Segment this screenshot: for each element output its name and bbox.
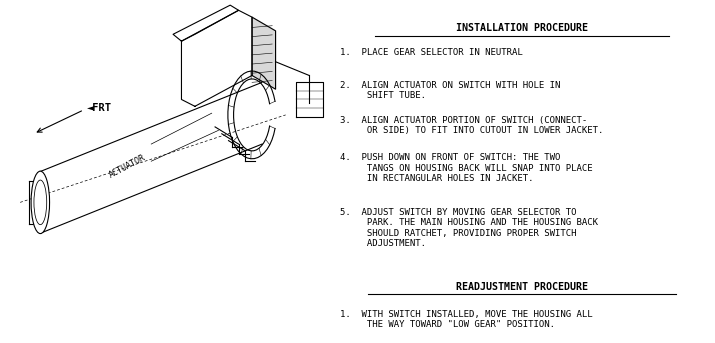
Text: 4.  PUSH DOWN ON FRONT OF SWITCH: THE TWO
     TANGS ON HOUSING BACK WILL SNAP I: 4. PUSH DOWN ON FRONT OF SWITCH: THE TWO…: [340, 153, 593, 183]
Ellipse shape: [34, 180, 46, 225]
Text: ◄FRT: ◄FRT: [87, 103, 112, 113]
Text: READJUSTMENT PROCEDURE: READJUSTMENT PROCEDURE: [456, 282, 588, 292]
Text: 2.  ALIGN ACTUATOR ON SWITCH WITH HOLE IN
     SHIFT TUBE.: 2. ALIGN ACTUATOR ON SWITCH WITH HOLE IN…: [340, 81, 561, 100]
Text: ACTUATOR: ACTUATOR: [108, 153, 147, 180]
Ellipse shape: [31, 171, 49, 234]
Text: 5.  ADJUST SWITCH BY MOVING GEAR SELECTOR TO
     PARK. THE MAIN HOUSING AND THE: 5. ADJUST SWITCH BY MOVING GEAR SELECTOR…: [340, 208, 598, 248]
Text: 3.  ALIGN ACTUATOR PORTION OF SWITCH (CONNECT-
     OR SIDE) TO FIT INTO CUTOUT : 3. ALIGN ACTUATOR PORTION OF SWITCH (CON…: [340, 116, 604, 135]
Polygon shape: [182, 10, 252, 106]
Text: 1.  WITH SWITCH INSTALLED, MOVE THE HOUSING ALL
     THE WAY TOWARD "LOW GEAR" P: 1. WITH SWITCH INSTALLED, MOVE THE HOUSI…: [340, 310, 593, 329]
Text: INSTALLATION PROCEDURE: INSTALLATION PROCEDURE: [456, 23, 588, 33]
Polygon shape: [252, 17, 275, 89]
Text: 1.  PLACE GEAR SELECTOR IN NEUTRAL: 1. PLACE GEAR SELECTOR IN NEUTRAL: [340, 48, 523, 57]
